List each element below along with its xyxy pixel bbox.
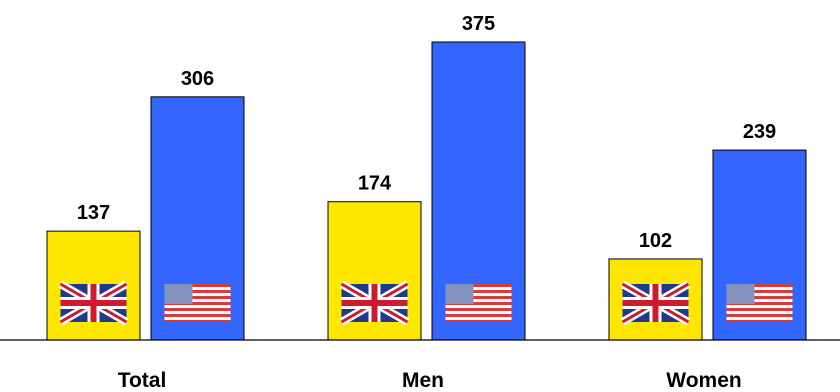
data-label: 102 xyxy=(639,230,672,252)
uk-flag-icon xyxy=(623,284,689,322)
data-label: 137 xyxy=(77,202,110,224)
data-label: 174 xyxy=(358,173,392,195)
data-label: 306 xyxy=(181,68,214,90)
us-flag-icon xyxy=(445,284,512,322)
us-flag-icon xyxy=(726,284,793,322)
category-label-men: Men xyxy=(402,369,444,392)
category-label-women: Women xyxy=(666,369,741,392)
us-flag-icon xyxy=(164,284,231,322)
data-label: 239 xyxy=(743,121,776,143)
uk-flag-icon xyxy=(61,284,127,322)
category-label-total: Total xyxy=(118,369,167,392)
uk-flag-icon xyxy=(342,284,408,322)
data-label: 375 xyxy=(462,13,495,35)
